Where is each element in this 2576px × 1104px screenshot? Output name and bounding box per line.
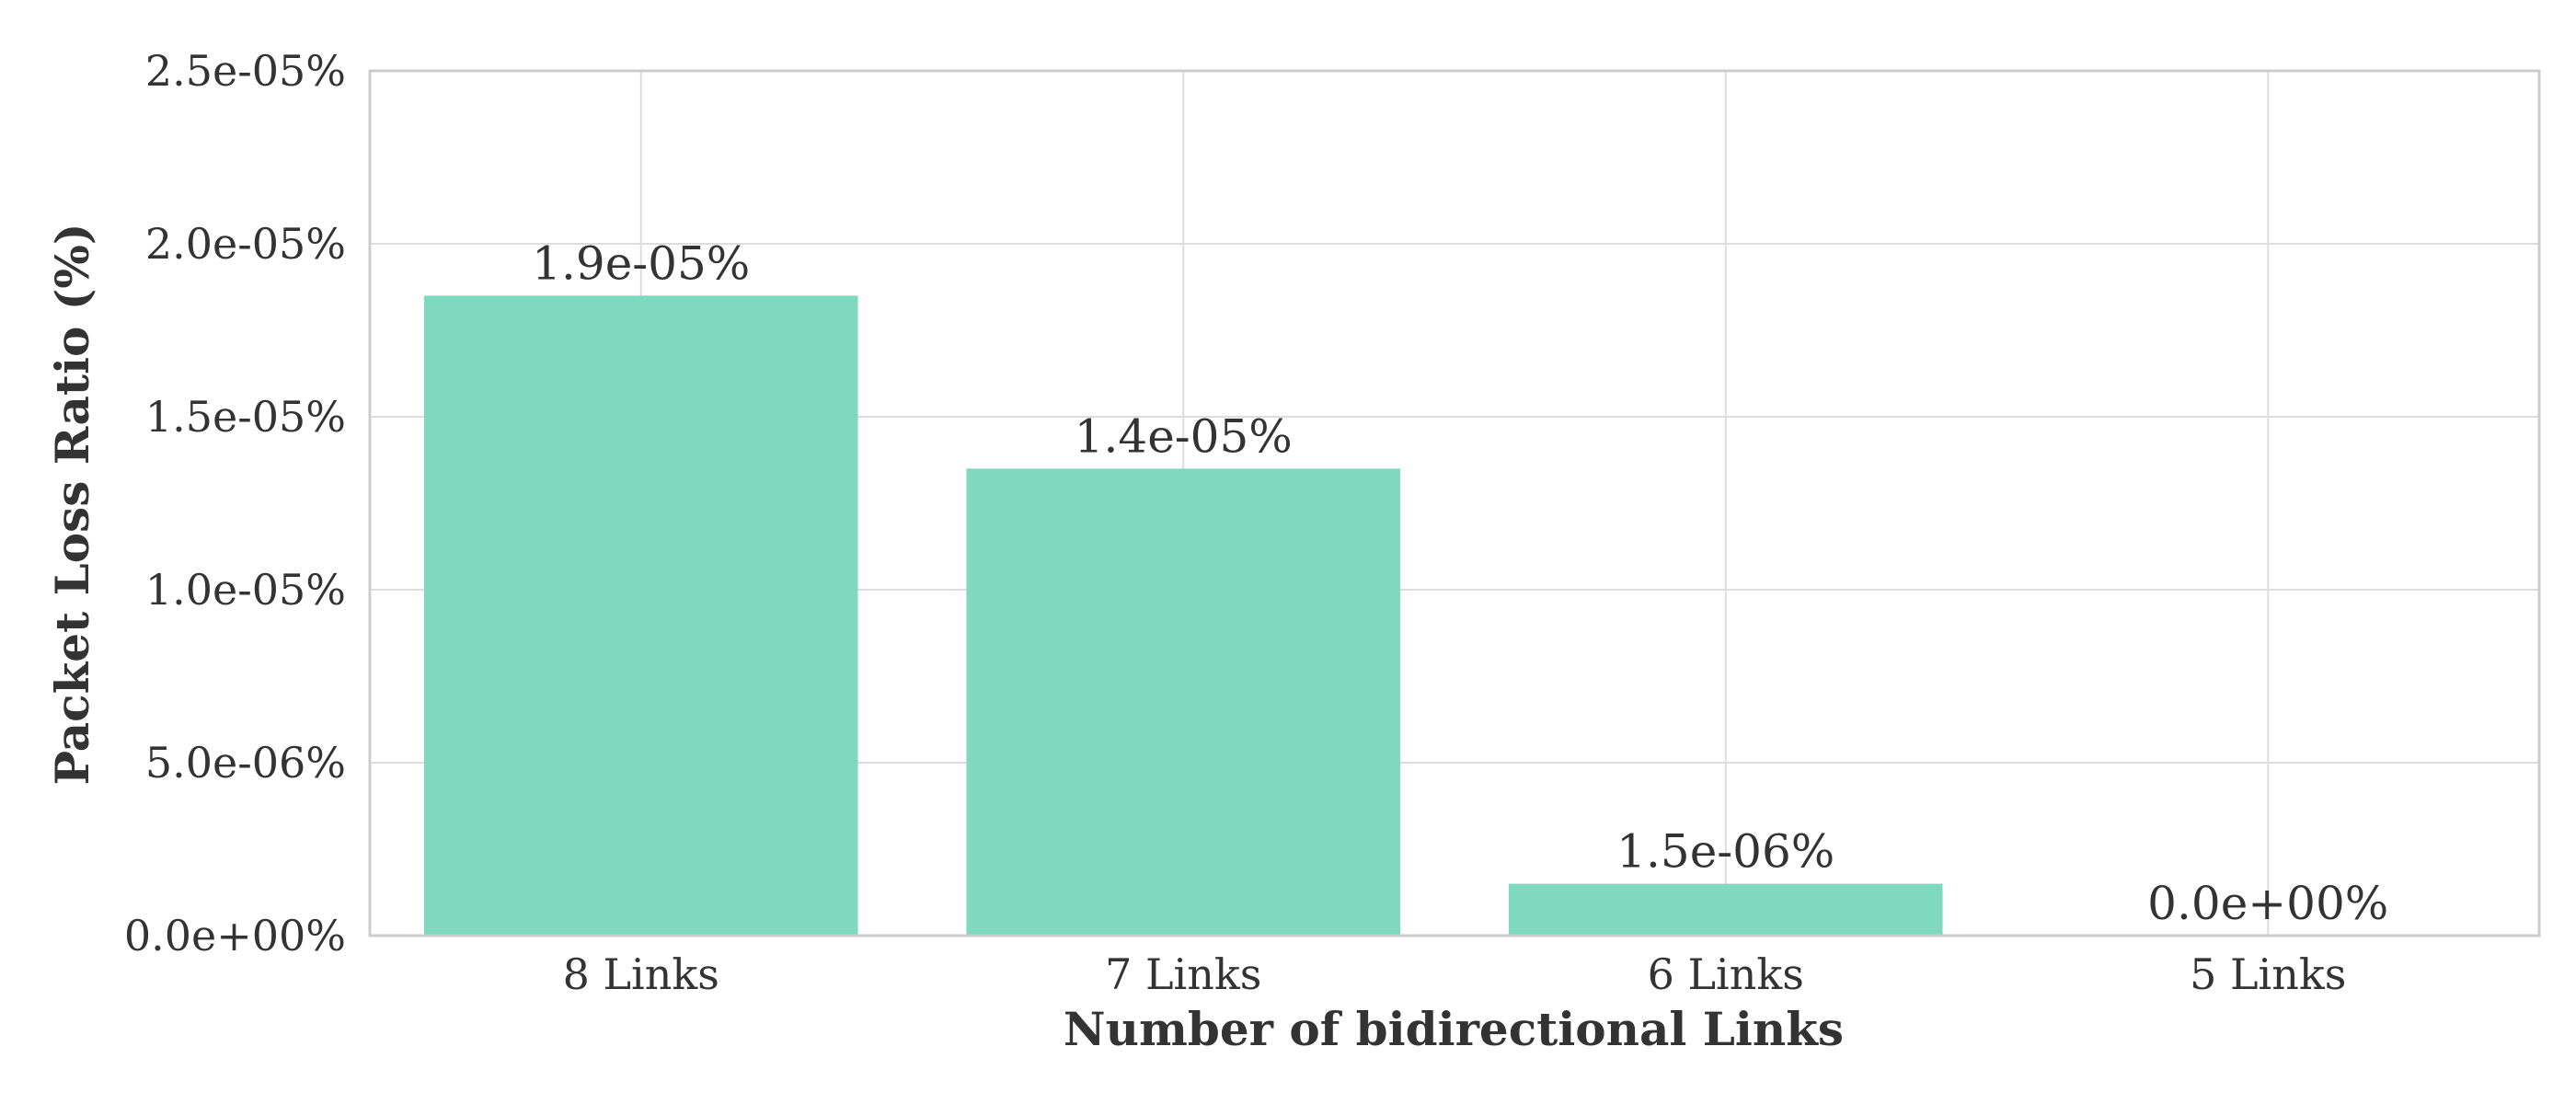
x-axis-title: Number of bidirectional Links [1064, 1002, 1844, 1056]
bar [423, 295, 858, 936]
y-tick-label: 0.0e+00% [124, 911, 346, 960]
plot-frame [368, 69, 2541, 937]
x-tick-label: 8 Links [563, 949, 719, 999]
bar-value-label: 1.9e-05% [532, 236, 750, 290]
x-tick-labels: 8 Links 7 Links 6 Links 5 Links [563, 949, 2347, 999]
bar-value-label: 1.5e-06% [1616, 825, 1834, 879]
bar [966, 468, 1401, 936]
y-tick-label: 5.0e-06% [145, 738, 346, 788]
bar [1508, 883, 1943, 936]
y-axis-title: Packet Loss Ratio (%) [45, 223, 99, 785]
bar-value-labels: 1.9e-05% 1.4e-05% 1.5e-06% 0.0e+00% [532, 236, 2388, 930]
y-tick-label: 2.5e-05% [145, 46, 346, 96]
x-tick-label: 7 Links [1105, 949, 1261, 999]
bar-value-label: 0.0e+00% [2147, 877, 2388, 930]
x-tick-label: 6 Links [1648, 949, 1804, 999]
y-tick-label: 1.5e-05% [145, 392, 346, 442]
y-tick-label: 1.0e-05% [145, 565, 346, 615]
bars [423, 295, 1943, 936]
x-tick-label: 5 Links [2190, 949, 2346, 999]
y-tick-labels: 0.0e+00% 5.0e-06% 1.0e-05% 1.5e-05% 2.0e-05%… [124, 46, 346, 960]
bar-value-label: 1.4e-05% [1075, 409, 1293, 463]
y-tick-label: 2.0e-05% [145, 219, 346, 269]
